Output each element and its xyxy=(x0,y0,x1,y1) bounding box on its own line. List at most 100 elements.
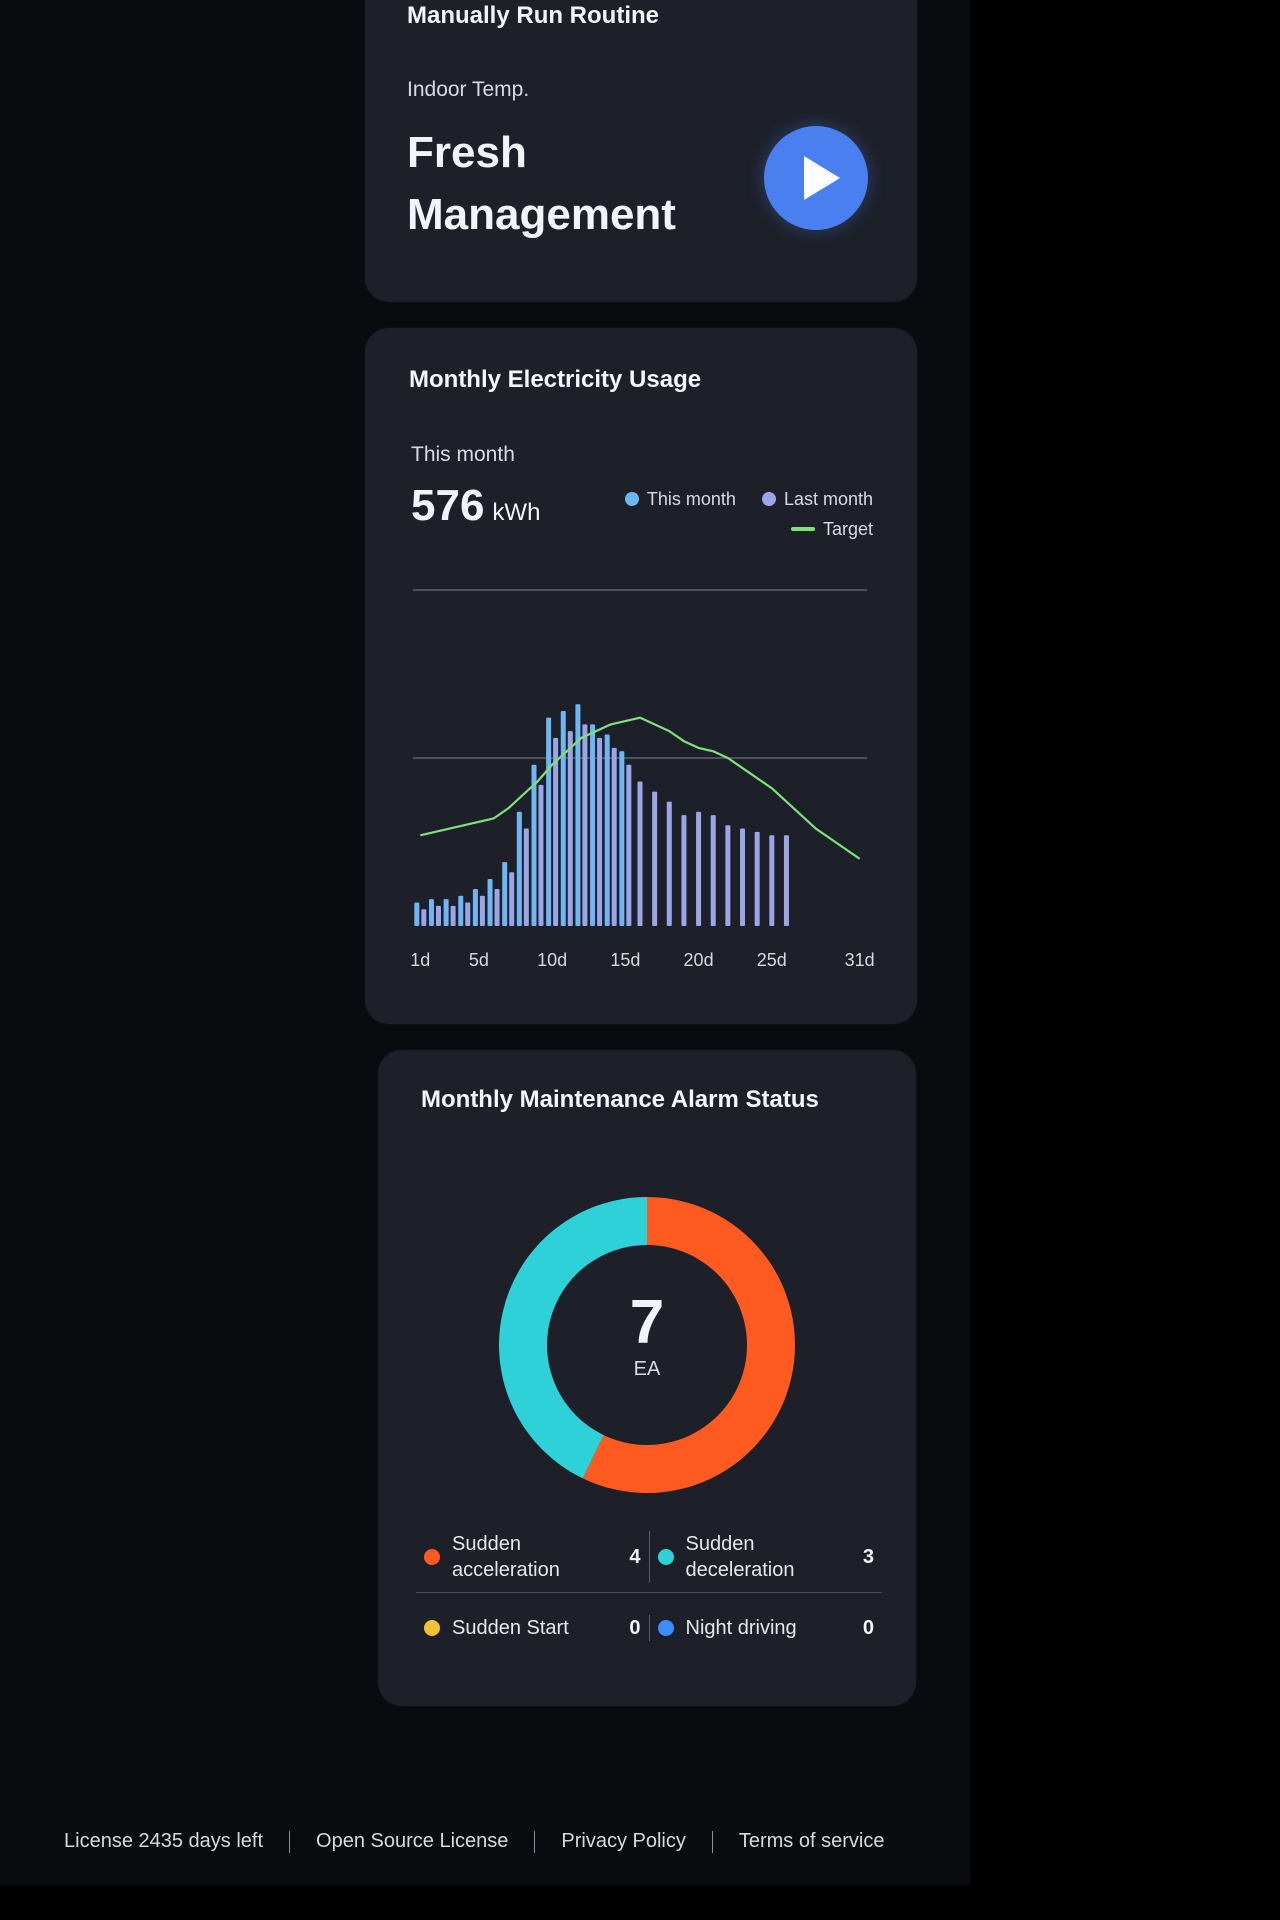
target-swatch xyxy=(790,527,815,531)
bar-this-month xyxy=(428,899,434,926)
bar-last-month xyxy=(523,828,529,926)
stat-label: Night driving xyxy=(685,1617,797,1639)
usage-legend: This month Last month Target xyxy=(624,484,873,544)
last-month-swatch xyxy=(761,492,776,506)
stat-label: Sudden deceleration xyxy=(685,1533,795,1581)
usage-period-label: This month xyxy=(411,443,515,466)
screen-bezel-right xyxy=(970,0,1280,1920)
stat-sudden-acceleration: Sudden acceleration 4 xyxy=(416,1531,649,1583)
stat-label: Sudden acceleration xyxy=(452,1533,560,1581)
x-tick-label: 20d xyxy=(684,950,714,970)
play-icon xyxy=(804,156,840,200)
bar-last-month xyxy=(696,811,702,926)
alarm-total: 7 xyxy=(629,1288,665,1357)
routine-card: Manually Run Routine Indoor Temp. Fresh … xyxy=(365,0,917,302)
bar-last-month xyxy=(626,764,632,926)
footer-divider xyxy=(711,1830,713,1853)
routine-card-title: Manually Run Routine xyxy=(407,2,659,29)
x-tick-label: 1d xyxy=(410,950,430,970)
legend-this-month: This month xyxy=(624,488,736,510)
night-driving-dot xyxy=(657,1620,674,1636)
footer-divider xyxy=(289,1830,291,1853)
bar-last-month xyxy=(740,828,746,926)
privacy-policy-link[interactable]: Privacy Policy xyxy=(561,1830,686,1852)
open-source-license-link[interactable]: Open Source License xyxy=(316,1830,509,1852)
bar-last-month xyxy=(637,781,643,926)
x-tick-label: 5d xyxy=(469,950,489,970)
usage-chart: 1d 5d 10d 15d 20d 25d 31d xyxy=(410,589,875,970)
bar-last-month xyxy=(652,791,658,926)
bar-last-month xyxy=(681,815,687,926)
bar-last-month xyxy=(567,731,573,926)
alarm-donut-chart xyxy=(499,1197,795,1493)
bar-last-month xyxy=(538,784,544,926)
bar-this-month xyxy=(502,862,508,926)
bar-last-month xyxy=(769,835,775,926)
alarm-card-title: Monthly Maintenance Alarm Status xyxy=(421,1086,819,1113)
x-tick-label: 25d xyxy=(757,950,787,970)
this-month-swatch xyxy=(624,492,639,506)
terms-of-service-link[interactable]: Terms of service xyxy=(738,1830,885,1852)
bar-this-month xyxy=(458,895,464,926)
bar-last-month xyxy=(710,815,716,926)
bar-this-month xyxy=(472,889,478,926)
stat-count: 4 xyxy=(629,1545,641,1568)
stat-count: 3 xyxy=(862,1545,874,1568)
legend-this-month-label: This month xyxy=(646,488,736,509)
bar-this-month xyxy=(546,717,552,926)
stat-night-driving: Night driving 0 xyxy=(648,1615,883,1641)
bar-last-month xyxy=(465,902,471,926)
stat-count: 0 xyxy=(629,1616,641,1639)
bar-last-month xyxy=(421,909,427,926)
bar-last-month xyxy=(479,895,485,926)
legend-last-month-label: Last month xyxy=(783,488,873,509)
bar-last-month xyxy=(597,737,603,926)
bar-this-month xyxy=(516,811,522,926)
bar-last-month xyxy=(611,747,617,926)
bar-last-month xyxy=(450,905,456,926)
bar-this-month xyxy=(443,899,449,926)
usage-number: 576 xyxy=(411,481,485,530)
legend-target-label: Target xyxy=(822,518,873,539)
bar-last-month xyxy=(494,889,500,926)
footer: License 2435 days left Open Source Licen… xyxy=(64,1830,884,1853)
sudden-acceleration-dot xyxy=(424,1549,440,1565)
screen-bezel-bottom xyxy=(0,1885,1280,1920)
alarm-total-unit: EA xyxy=(633,1358,661,1380)
maintenance-alarm-card: Monthly Maintenance Alarm Status 7 EA Su… xyxy=(378,1050,916,1706)
run-routine-button[interactable] xyxy=(764,126,868,230)
bar-this-month xyxy=(531,764,537,926)
bar-last-month xyxy=(582,724,588,926)
bar-last-month xyxy=(725,825,731,926)
x-tick-label: 31d xyxy=(845,950,875,970)
donut-center: 7 EA xyxy=(557,1290,737,1381)
footer-divider xyxy=(534,1830,536,1853)
routine-name: Fresh Management xyxy=(407,128,676,239)
stat-sudden-start: Sudden Start 0 xyxy=(416,1615,649,1641)
bar-this-month xyxy=(560,710,566,926)
alarm-stat-grid: Sudden acceleration 4 Sudden deceleratio… xyxy=(416,1522,882,1663)
bar-this-month xyxy=(604,734,610,926)
electricity-usage-card: Monthly Electricity Usage This month 576… xyxy=(365,328,917,1024)
usage-unit: kWh xyxy=(492,499,541,526)
bar-this-month xyxy=(575,704,581,926)
bar-last-month xyxy=(754,831,760,926)
bar-last-month xyxy=(435,905,441,926)
target-line xyxy=(420,716,861,860)
bar-last-month xyxy=(783,835,789,926)
bar-last-month xyxy=(553,737,559,926)
x-tick-label: 15d xyxy=(610,950,640,970)
bar-this-month xyxy=(487,878,493,926)
bar-this-month xyxy=(619,751,625,926)
routine-subtitle: Indoor Temp. xyxy=(407,78,530,101)
stat-label: Sudden Start xyxy=(452,1617,569,1639)
stat-count: 0 xyxy=(862,1616,874,1639)
bar-last-month xyxy=(666,801,672,926)
sudden-deceleration-dot xyxy=(657,1549,674,1565)
sudden-start-dot xyxy=(424,1620,440,1636)
usage-card-title: Monthly Electricity Usage xyxy=(409,366,702,393)
donut-slice xyxy=(499,1197,647,1479)
legend-target: Target xyxy=(790,518,873,540)
donut-slice xyxy=(582,1197,795,1493)
legend-last-month: Last month xyxy=(761,488,873,510)
